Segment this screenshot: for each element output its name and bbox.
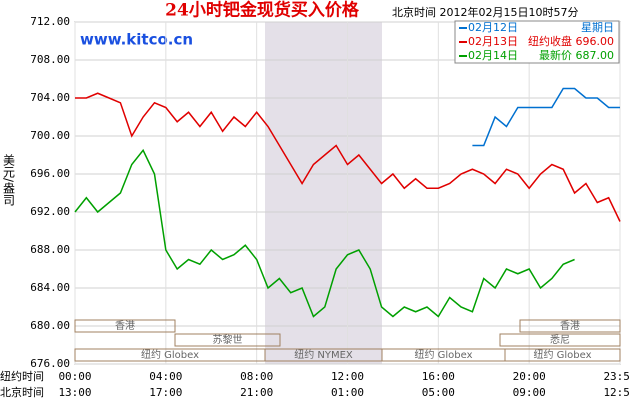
y-tick-label: 700.00 [30, 129, 70, 142]
data-line [74, 148, 575, 318]
y-tick-label: 688.00 [30, 243, 70, 256]
y-tick-label: 712.00 [30, 15, 70, 28]
y-tick-label: 704.00 [30, 91, 70, 104]
x-tick-label: 20:00 [513, 370, 546, 383]
session-label: 香港 [560, 320, 580, 332]
shaded-session [265, 22, 382, 364]
legend-note: 纽约收盘 696.00 [528, 34, 614, 48]
x-tick-label: 08:00 [240, 370, 273, 383]
session-label: 纽约 NYMEX [294, 348, 353, 361]
session-band [499, 333, 621, 347]
legend-name: 02月13日 [468, 35, 518, 48]
x2-tick-label: 09:00 [513, 386, 546, 399]
x2-tick-label: 05:00 [422, 386, 455, 399]
x-tick-label: 12:00 [331, 370, 364, 383]
y-tick-label: 708.00 [30, 53, 70, 66]
session-band [74, 319, 176, 333]
data-line [75, 92, 621, 222]
legend-name: 02月14日 [468, 49, 518, 62]
legend-name: 02月12日 [468, 21, 518, 34]
legend-box [454, 20, 620, 64]
x2-tick-label: 17:00 [149, 386, 182, 399]
legend-note: 最新价 687.00 [539, 48, 614, 62]
legend-note: 星期日 [581, 21, 614, 34]
x2-tick-label: 21:00 [240, 386, 273, 399]
session-band [174, 333, 281, 347]
y-tick-label: 692.00 [30, 205, 70, 218]
session-band [504, 348, 621, 362]
x-row-label: 北京时间 [0, 385, 44, 399]
y-tick-label: 676.00 [30, 357, 70, 370]
y-tick-label: 696.00 [30, 167, 70, 180]
chart-title: 24小时钯金现货买入价格 [165, 0, 360, 21]
x2-tick-label: 12:59 [603, 386, 630, 399]
session-label: 纽约 Globex [533, 348, 591, 361]
session-label: 纽约 Globex [141, 348, 199, 361]
session-label: 苏黎世 [213, 333, 243, 346]
x2-tick-label: 13:00 [58, 386, 91, 399]
y-tick-label: 680.00 [30, 319, 70, 332]
y-axis-label: 美元/盎司 [2, 154, 16, 206]
data-line [472, 87, 620, 147]
session-label: 香港 [115, 320, 135, 332]
x-tick-label: 16:00 [422, 370, 455, 383]
y-tick-label: 684.00 [30, 281, 70, 294]
session-band [519, 319, 621, 333]
watermark: www.kitco.cn [80, 31, 193, 49]
subtitle: 北京时间 2012年02月15日10时57分 [392, 5, 578, 19]
x-tick-label: 04:00 [149, 370, 182, 383]
session-label: 悉尼 [550, 334, 570, 346]
x-tick-label: 23:59 [603, 370, 630, 383]
x-row-label: 纽约时间 [0, 369, 44, 383]
session-label: 纽约 Globex [414, 348, 472, 361]
x2-tick-label: 01:00 [331, 386, 364, 399]
x-tick-label: 00:00 [58, 370, 91, 383]
